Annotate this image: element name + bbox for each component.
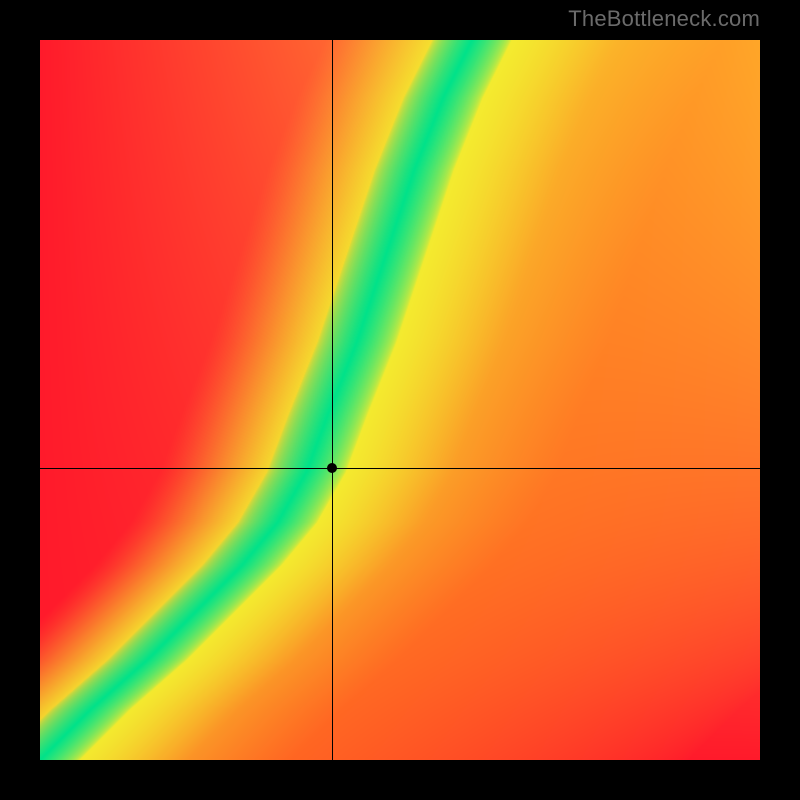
plot-area: [40, 40, 760, 760]
crosshair-marker: [327, 463, 337, 473]
chart-frame: TheBottleneck.com: [0, 0, 800, 800]
heatmap-canvas: [40, 40, 760, 760]
watermark-text: TheBottleneck.com: [568, 6, 760, 32]
crosshair-vertical: [332, 40, 333, 760]
crosshair-horizontal: [40, 468, 760, 469]
